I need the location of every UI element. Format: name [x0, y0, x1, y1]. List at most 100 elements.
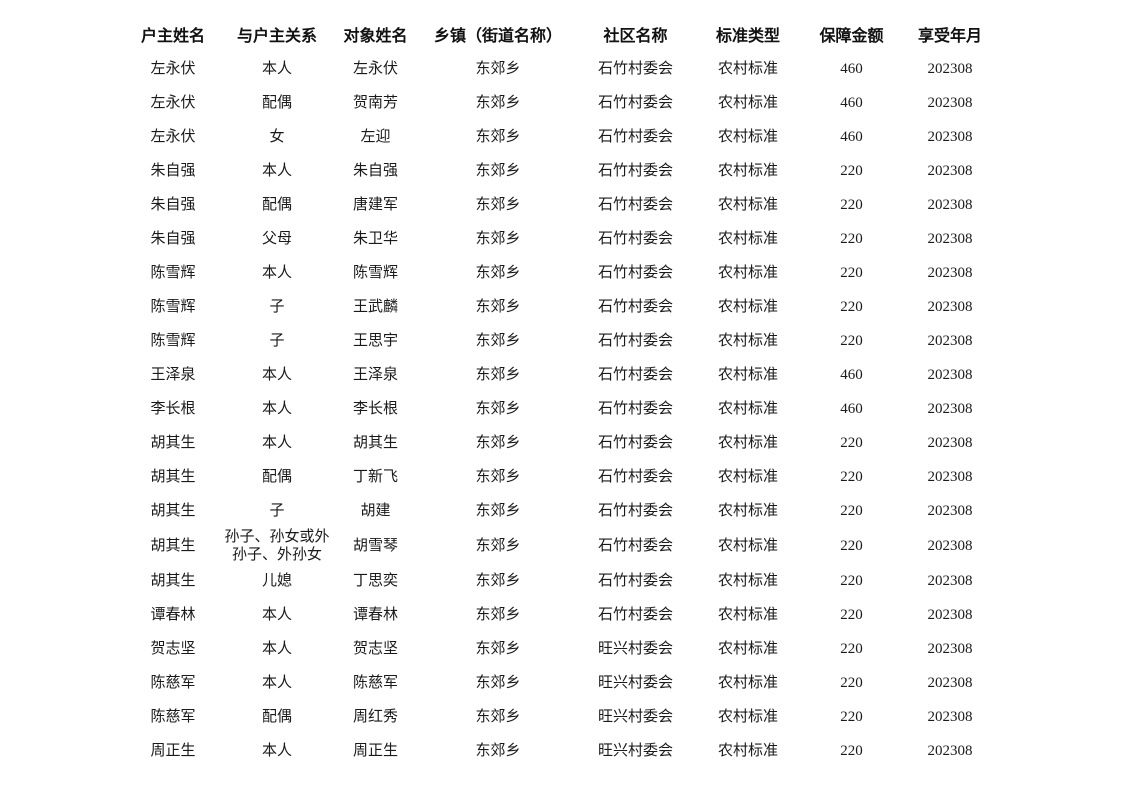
table-row: 陈慈军 本人 陈慈军 东郊乡 旺兴村委会 农村标准 220 202308	[125, 666, 1000, 700]
cell-household-head: 左永伏	[150, 61, 196, 77]
cell-community: 旺兴村委会	[597, 641, 673, 657]
cell-relationship: 配偶	[261, 469, 292, 485]
cell-person-name: 左永伏	[352, 61, 398, 77]
table-row: 陈慈军 配偶 周红秀 东郊乡 旺兴村委会 农村标准 220 202308	[125, 700, 1000, 734]
cell-standard-type: 农村标准	[717, 743, 778, 759]
cell-relationship: 本人	[261, 435, 292, 451]
cell-relationship: 父母	[261, 231, 292, 247]
cell-person-name: 谭春林	[352, 607, 398, 623]
table-row: 朱自强 配偶 唐建军 东郊乡 石竹村委会 农村标准 220 202308	[125, 188, 1000, 222]
cell-relationship: 本人	[261, 401, 292, 417]
table-row: 左永伏 女 左迎 东郊乡 石竹村委会 农村标准 460 202308	[125, 120, 1000, 154]
cell-community: 石竹村委会	[597, 95, 673, 111]
cell-period: 202308	[927, 61, 973, 77]
cell-person-name: 周正生	[352, 743, 398, 759]
benefit-table: 户主姓名 与户主关系 对象姓名 乡镇（街道名称） 社区名称 标准类型 保障金额 …	[125, 16, 1000, 768]
cell-amount: 460	[840, 95, 863, 111]
cell-township: 东郊乡	[475, 61, 521, 77]
table-row: 朱自强 本人 朱自强 东郊乡 石竹村委会 农村标准 220 202308	[125, 154, 1000, 188]
cell-person-name: 丁新飞	[352, 469, 398, 485]
cell-household-head: 胡其生	[150, 503, 196, 519]
cell-person-name: 贺南芳	[352, 95, 398, 111]
cell-amount: 220	[840, 538, 863, 554]
cell-household-head: 左永伏	[150, 95, 196, 111]
table-row: 朱自强 父母 朱卫华 东郊乡 石竹村委会 农村标准 220 202308	[125, 222, 1000, 256]
cell-period: 202308	[927, 299, 973, 315]
table-row: 陈雪辉 本人 陈雪辉 东郊乡 石竹村委会 农村标准 220 202308	[125, 256, 1000, 290]
cell-relationship: 本人	[261, 743, 292, 759]
header-standard-type: 标准类型	[715, 28, 780, 45]
cell-household-head: 胡其生	[150, 573, 196, 589]
cell-period: 202308	[927, 401, 973, 417]
cell-amount: 220	[840, 469, 863, 485]
cell-amount: 220	[840, 435, 863, 451]
cell-amount: 220	[840, 675, 863, 691]
cell-household-head: 朱自强	[150, 231, 196, 247]
table-row: 胡其生 配偶 丁新飞 东郊乡 石竹村委会 农村标准 220 202308	[125, 460, 1000, 494]
header-amount: 保障金额	[819, 28, 884, 45]
cell-township: 东郊乡	[475, 675, 521, 691]
cell-person-name: 胡其生	[352, 435, 398, 451]
table-row: 左永伏 本人 左永伏 东郊乡 石竹村委会 农村标准 460 202308	[125, 52, 1000, 86]
cell-standard-type: 农村标准	[717, 265, 778, 281]
cell-standard-type: 农村标准	[717, 641, 778, 657]
cell-community: 石竹村委会	[597, 503, 673, 519]
cell-household-head: 贺志坚	[150, 641, 196, 657]
table-row: 王泽泉 本人 王泽泉 东郊乡 石竹村委会 农村标准 460 202308	[125, 358, 1000, 392]
header-person-name: 对象姓名	[343, 28, 408, 45]
cell-standard-type: 农村标准	[717, 573, 778, 589]
cell-township: 东郊乡	[475, 401, 521, 417]
cell-township: 东郊乡	[475, 367, 521, 383]
cell-person-name: 周红秀	[352, 709, 398, 725]
cell-relationship: 本人	[261, 367, 292, 383]
cell-township: 东郊乡	[475, 573, 521, 589]
cell-household-head: 陈慈军	[150, 709, 196, 725]
cell-person-name: 唐建军	[352, 197, 398, 213]
cell-community: 旺兴村委会	[597, 675, 673, 691]
cell-township: 东郊乡	[475, 333, 521, 349]
table-row: 胡其生 子 胡建 东郊乡 石竹村委会 农村标准 220 202308	[125, 494, 1000, 528]
cell-community: 石竹村委会	[597, 573, 673, 589]
table-row: 谭春林 本人 谭春林 东郊乡 石竹村委会 农村标准 220 202308	[125, 598, 1000, 632]
cell-standard-type: 农村标准	[717, 299, 778, 315]
table-row: 周正生 本人 周正生 东郊乡 旺兴村委会 农村标准 220 202308	[125, 734, 1000, 768]
cell-person-name: 胡建	[360, 503, 391, 519]
table-row: 胡其生 孙子、孙女或外孙子、外孙女 胡雪琴 东郊乡 石竹村委会 农村标准 220 202308	[125, 528, 1000, 564]
cell-standard-type: 农村标准	[717, 95, 778, 111]
header-household-head: 户主姓名	[140, 28, 205, 45]
cell-amount: 220	[840, 299, 863, 315]
cell-township: 东郊乡	[475, 435, 521, 451]
cell-township: 东郊乡	[475, 503, 521, 519]
cell-person-name: 朱自强	[352, 163, 398, 179]
cell-amount: 460	[840, 367, 863, 383]
cell-community: 石竹村委会	[597, 299, 673, 315]
document-page: 户主姓名 与户主关系 对象姓名 乡镇（街道名称） 社区名称 标准类型 保障金额 …	[0, 16, 1122, 793]
cell-relationship: 儿媳	[261, 573, 292, 589]
cell-township: 东郊乡	[475, 538, 521, 554]
cell-relationship: 本人	[261, 607, 292, 623]
cell-period: 202308	[927, 129, 973, 145]
cell-township: 东郊乡	[475, 95, 521, 111]
cell-community: 石竹村委会	[597, 469, 673, 485]
header-row: 户主姓名 与户主关系 对象姓名 乡镇（街道名称） 社区名称 标准类型 保障金额 …	[125, 16, 1000, 52]
cell-relationship: 本人	[261, 61, 292, 77]
cell-amount: 220	[840, 607, 863, 623]
cell-relationship: 子	[269, 333, 285, 349]
cell-community: 石竹村委会	[597, 163, 673, 179]
cell-relationship: 孙子、孙女或外孙子、外孙女	[224, 529, 330, 563]
cell-relationship: 子	[269, 299, 285, 315]
cell-period: 202308	[927, 538, 973, 554]
cell-person-name: 朱卫华	[352, 231, 398, 247]
cell-relationship: 本人	[261, 641, 292, 657]
cell-amount: 460	[840, 61, 863, 77]
table-body: 左永伏 本人 左永伏 东郊乡 石竹村委会 农村标准 460 202308 左永伏 配偶 贺南芳 东郊乡…	[125, 52, 1000, 768]
cell-amount: 220	[840, 641, 863, 657]
cell-period: 202308	[927, 367, 973, 383]
cell-person-name: 李长根	[352, 401, 398, 417]
cell-period: 202308	[927, 641, 973, 657]
cell-amount: 220	[840, 231, 863, 247]
cell-relationship: 配偶	[261, 709, 292, 725]
cell-township: 东郊乡	[475, 743, 521, 759]
cell-standard-type: 农村标准	[717, 129, 778, 145]
table-row: 贺志坚 本人 贺志坚 东郊乡 旺兴村委会 农村标准 220 202308	[125, 632, 1000, 666]
